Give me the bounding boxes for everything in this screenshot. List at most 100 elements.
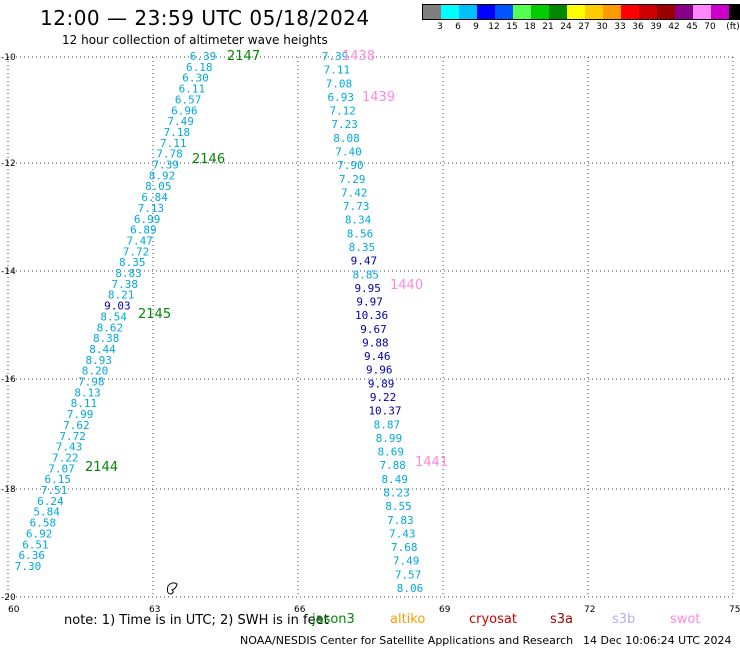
swh-value: 6.36 (18, 549, 45, 562)
swh-value: 7.72 (59, 430, 86, 443)
color-legend: 3 6 9 12 15 18 21 24 27 30 33 36 39 42 45 70 (ft) (422, 4, 740, 32)
legend-swatch (441, 5, 459, 19)
swh-value: 7.38 (112, 278, 139, 291)
swh-value: 7.30 (15, 560, 42, 573)
swh-value: 7.43 (389, 527, 416, 540)
swh-value: 8.56 (347, 227, 374, 240)
swh-value: 6.99 (134, 213, 161, 226)
pass-time-label: 2147 (227, 49, 260, 64)
swh-value: 8.06 (397, 582, 424, 595)
legend-labels: 3 6 9 12 15 18 21 24 27 30 33 36 39 42 45 70 (ft) (422, 22, 740, 36)
swh-value: 7.99 (67, 408, 94, 421)
swh-value: 6.24 (37, 495, 64, 508)
swh-value: 7.49 (393, 555, 420, 568)
legend-label: 18 (524, 22, 536, 32)
axis-labels: 60 63 66 69 72 75 -10 -12 -14 -16 -18 -20 (1, 53, 740, 615)
legend-label: 27 (578, 22, 590, 32)
swh-value: 7.78 (156, 148, 183, 161)
swh-value: 7.49 (167, 115, 194, 128)
pass-time-label: 1438 (342, 49, 375, 64)
swh-value: 9.03 (104, 300, 131, 313)
satellite-s3b: s3b (612, 612, 636, 627)
swh-value: 9.47 (351, 255, 378, 268)
swh-value: 10.36 (355, 309, 388, 322)
swh-value: 5.84 (33, 506, 60, 519)
swh-value: 7.62 (63, 419, 90, 432)
lon-tick-label: 69 (439, 605, 451, 615)
swh-value: 8.20 (82, 365, 109, 378)
legend-swatch (531, 5, 549, 19)
swh-value: 9.46 (364, 350, 391, 363)
legend-label: 30 (596, 22, 608, 32)
swh-value: 6.15 (45, 473, 72, 486)
swh-value: 8.13 (74, 386, 101, 399)
track-jason3: 6.396.186.306.116.576.967.497.187.117.78… (15, 49, 260, 573)
swh-value: 7.13 (138, 202, 165, 215)
legend-label: 3 (437, 22, 443, 32)
swh-value: 7.98 (78, 376, 105, 389)
swh-value: 6.57 (175, 93, 202, 106)
legend-label: 24 (560, 22, 572, 32)
swh-value: 9.96 (366, 364, 393, 377)
swh-value: 7.51 (41, 484, 68, 497)
lat-tick-label: -18 (1, 485, 16, 495)
lat-tick-label: -12 (1, 159, 16, 169)
pass-time-label: 2144 (85, 460, 118, 475)
lon-tick-label: 66 (294, 605, 306, 615)
credit-line: NOAA/NESDIS Center for Satellite Applica… (240, 634, 574, 647)
swh-value: 8.08 (333, 132, 360, 145)
pass-time-label: 1439 (362, 90, 395, 105)
legend-label: (ft) (726, 22, 740, 32)
swh-value: 8.38 (93, 332, 120, 345)
swh-value: 8.49 (381, 473, 408, 486)
legend-swatch (639, 5, 657, 19)
legend-swatch (585, 5, 603, 19)
satellite-altiko: altiko (390, 612, 426, 627)
swh-value: 6.11 (179, 83, 206, 96)
satellite-legend: jason3 altiko cryosat s3a s3b swot (0, 612, 740, 630)
satellite-cryosat: cryosat (469, 612, 517, 627)
swh-value: 7.29 (339, 173, 366, 186)
legend-label: 9 (473, 22, 479, 32)
island-icon (166, 582, 178, 595)
swh-value: 6.39 (190, 50, 217, 63)
swh-value: 8.62 (97, 321, 124, 334)
satellite-swot: swot (670, 612, 701, 627)
legend-label: 33 (614, 22, 626, 32)
swh-value: 7.12 (329, 105, 356, 118)
swh-value: 8.85 (353, 268, 380, 281)
swh-value: 6.96 (171, 104, 198, 117)
legend-swatch (657, 5, 675, 19)
swh-value: 7.39 (153, 159, 180, 172)
swh-value: 7.43 (56, 441, 83, 454)
lon-tick-label: 72 (584, 605, 595, 615)
page-title: 12:00 — 23:59 UTC 05/18/2024 (40, 6, 370, 30)
legend-label: 6 (455, 22, 461, 32)
lat-tick-label: -10 (1, 53, 16, 63)
swh-value: 6.51 (22, 538, 49, 551)
swh-value: 7.23 (331, 118, 358, 131)
grid-lines (7, 56, 734, 598)
swh-value: 8.11 (71, 397, 98, 410)
lat-tick-label: -20 (1, 593, 16, 603)
legend-label: 45 (686, 22, 698, 32)
swh-value: 6.58 (30, 517, 57, 530)
swh-value: 7.68 (391, 541, 418, 554)
swh-value: 8.83 (115, 267, 142, 280)
lon-tick-label: 63 (149, 605, 160, 615)
swh-value: 9.95 (354, 282, 381, 295)
swh-value: 7.57 (395, 568, 422, 581)
swh-value: 7.47 (126, 234, 153, 247)
swh-value: 7.40 (335, 145, 362, 158)
legend-swatch (513, 5, 531, 19)
swh-value: 9.67 (360, 323, 387, 336)
legend-swatch (711, 5, 729, 19)
swh-value: 8.55 (385, 500, 412, 513)
swh-value: 9.89 (368, 377, 395, 390)
legend-swatches (422, 4, 740, 20)
swh-value: 6.18 (186, 61, 213, 74)
swh-value: 6.89 (130, 224, 157, 237)
timestamp: 14 Dec 10:06:24 UTC 2024 (583, 634, 732, 647)
legend-label: 70 (704, 22, 716, 32)
legend-label: 15 (506, 22, 518, 32)
